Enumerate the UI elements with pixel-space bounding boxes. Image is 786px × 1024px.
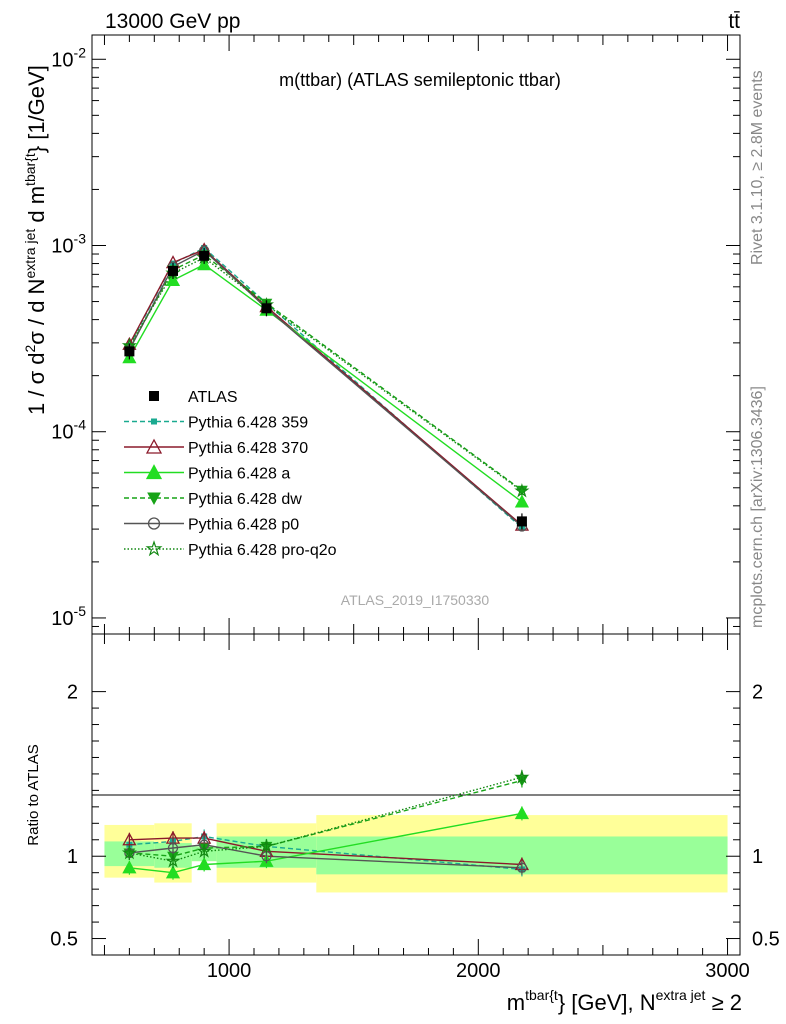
ratio-frame [91, 633, 741, 956]
data-point [124, 346, 135, 357]
legend-label: ATLAS [188, 389, 238, 406]
ratio-point [516, 862, 528, 873]
source-label: mcplots.cern.ch [arXiv:1306.3436] [749, 386, 766, 628]
ratio-point [197, 857, 212, 871]
series-line [128, 247, 523, 529]
ratio-point [196, 843, 212, 858]
legend-marker [151, 418, 157, 425]
ratio-y-tick-label: 2 [752, 682, 763, 704]
data-point [168, 265, 178, 276]
ratio-point [165, 853, 181, 868]
analysis-watermark: ATLAS_2019_I1750330 [341, 592, 490, 608]
legend-label: Pythia 6.428 p0 [188, 517, 299, 534]
data-point [261, 303, 272, 314]
series-line [128, 248, 523, 526]
x-tick-label: 3000 [705, 960, 750, 982]
ratio-point [165, 865, 181, 879]
legend-marker [145, 540, 163, 557]
legend-marker [145, 438, 163, 454]
ratio-series-markers [121, 769, 530, 880]
ratio-point [258, 838, 275, 853]
ratio-axis-ticks: 1000 2000 3000 2 2 1 1 0.5 0.5 [50, 634, 780, 982]
x-tick-label: 2000 [456, 960, 501, 982]
legend-marker [145, 464, 163, 480]
main-axis-ticks: 10-2 10-3 10-4 10-5 [51, 35, 740, 634]
x-tick-label: 1000 [207, 960, 252, 982]
legend-label: Pythia 6.428 a [188, 466, 290, 483]
rivet-version-label: Rivet 3.1.10, ≥ 2.8M events [749, 70, 766, 265]
ratio-y-tick-label: 2 [67, 682, 78, 704]
ratio-y-axis-label: Ratio to ATLAS [25, 744, 42, 845]
legend-marker [147, 517, 161, 530]
ratio-point [121, 844, 138, 860]
main-series-markers [121, 242, 530, 532]
legend-label: Pythia 6.428 359 [188, 415, 308, 432]
ratio-point [122, 860, 137, 874]
ratio-y-tick-label: 0.5 [752, 929, 780, 951]
y-axis-label: 1 / σ d2σ / d Nextra jet d mtbar{t} [1/G… [22, 65, 49, 415]
ratio-point [514, 806, 530, 820]
y-tick-label: 10-5 [51, 603, 86, 630]
ratio-y-tick-label: 0.5 [50, 929, 78, 951]
series-point [197, 257, 212, 271]
x-axis-label: mtbar{t} [GeV], Nextra jet ≥ 2 [507, 987, 742, 1015]
series-point [165, 272, 181, 286]
data-point [199, 250, 210, 261]
data-point [516, 516, 527, 527]
series-point [514, 494, 530, 508]
legend-label: Pythia 6.428 pro-q2o [188, 542, 337, 559]
y-tick-label: 10-3 [51, 230, 86, 257]
ratio-panel: 1000 2000 3000 2 2 1 1 0.5 0.5 [50, 633, 780, 982]
header-process-label: tt̄ [728, 10, 740, 33]
ratio-point [514, 769, 530, 784]
legend-label: Pythia 6.428 370 [188, 440, 308, 457]
main-series-lines [128, 247, 523, 529]
ratio-y-tick-label: 1 [67, 846, 78, 868]
legend-label: Pythia 6.428 dw [188, 491, 302, 508]
header-energy-label: 13000 GeV pp [105, 10, 240, 33]
plot-title: m(ttbar) (ATLAS semileptonic ttbar) [279, 70, 561, 90]
legend-marker [147, 492, 161, 506]
ratio-point [167, 842, 179, 854]
legend: ATLAS Pythia 6.428 359 Pythia 6.428 370 Pyt… [124, 389, 337, 559]
ratio-y-tick-label: 1 [752, 846, 763, 868]
ratio-point [122, 832, 137, 846]
y-tick-label: 10-2 [51, 44, 86, 71]
series-point [514, 483, 530, 498]
legend-marker [149, 391, 159, 401]
y-tick-label: 10-4 [51, 417, 86, 444]
